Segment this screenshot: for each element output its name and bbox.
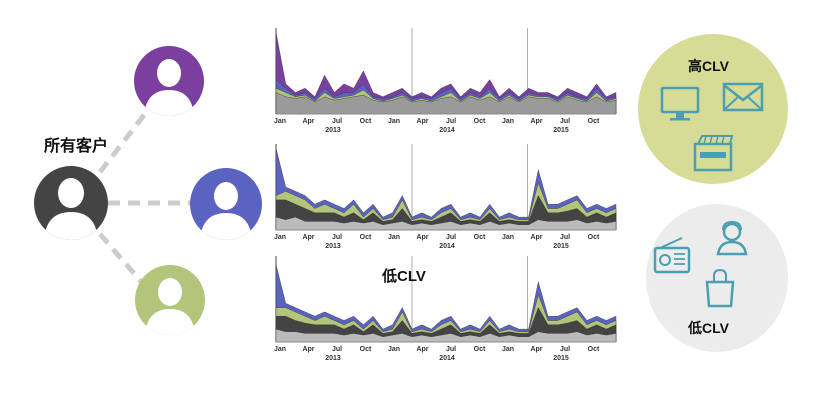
x-tick-label: Jan [501,118,515,125]
low-clv-middle-label: 低CLV [382,268,426,285]
x-tick-label: Oct [587,234,600,241]
blue-customer-node [190,168,262,240]
x-tick-label: Jan [387,234,401,241]
year-label: 2014 [439,127,455,134]
x-tick-label: Jan [273,118,287,125]
year-label: 2013 [325,127,341,134]
x-tick-label: Jul [331,234,343,241]
x-tick-label: Oct [473,118,486,125]
x-tick-label: Jul [331,346,343,353]
area-chart-svg [275,28,617,115]
area-series-3 [275,216,617,231]
purple-customer-node [134,46,204,116]
x-tick-label: Oct [359,346,372,353]
x-tick-label: Apr [302,234,315,241]
low-clv-label: 低CLV [688,320,729,336]
x-tick-label: Jul [559,234,571,241]
x-tick-label: Jan [273,234,287,241]
connector-to-purple [98,108,150,174]
x-tick-label: Jan [273,346,287,353]
x-tick-label: Oct [587,118,600,125]
x-tick-label: Jul [445,234,457,241]
chart-green: Jan Apr Jul Oct Jan Apr Jul Oct Jan Apr Jul Oct 2013… [270,252,622,364]
x-tick-label: Jul [559,118,571,125]
shopping-bag-icon [705,268,735,308]
year-label: 2013 [325,355,341,362]
x-tick-label: Oct [473,234,486,241]
x-tick-label: Jan [387,118,401,125]
year-label: 2015 [553,243,569,250]
mail-icon [722,82,764,112]
x-tick-label: Jul [445,346,457,353]
support-agent-icon [716,220,748,256]
area-series-0 [275,148,617,231]
monitor-icon [660,86,700,121]
x-tick-label: Apr [530,118,543,125]
all-customers-node [34,166,108,240]
high-clv-bubble: 高CLV [638,34,788,184]
year-label: 2015 [553,127,569,134]
area-series-2 [275,307,617,343]
x-tick-label: Jan [387,346,401,353]
x-tick-label: Jul [559,346,571,353]
ticket-icon [693,135,734,172]
person-icon [44,178,98,240]
x-tick-label: Jul [445,118,457,125]
radio-icon [653,237,691,274]
area-series-2 [275,195,617,231]
all-customers-label: 所有客户 [44,138,109,155]
high-clv-label: 高CLV [688,58,729,74]
connector-to-green [98,232,146,287]
x-tick-label: Apr [416,346,429,353]
x-tick-label: Oct [473,346,486,353]
x-tick-label: Jan [501,234,515,241]
area-chart-svg [275,144,617,231]
x-tick-label: Jan [501,346,515,353]
x-tick-label: Oct [359,234,372,241]
low-clv-bubble: 低CLV [646,204,788,352]
x-tick-label: Apr [416,234,429,241]
green-customer-node [135,265,205,335]
chart-purple: Jan Apr Jul Oct Jan Apr Jul Oct Jan Apr Jul Oct 2013… [270,24,622,136]
x-tick-label: Jul [331,118,343,125]
x-tick-label: Apr [302,118,315,125]
x-tick-label: Oct [359,118,372,125]
x-tick-label: Oct [587,346,600,353]
person-icon [200,182,252,240]
area-chart-svg [275,256,617,343]
x-tick-label: Apr [416,118,429,125]
year-label: 2014 [439,355,455,362]
chart-blue: Jan Apr Jul Oct Jan Apr Jul Oct Jan Apr Jul Oct 2013… [270,140,622,252]
year-label: 2013 [325,243,341,250]
year-label: 2015 [553,355,569,362]
person-icon [144,59,194,116]
year-label: 2014 [439,243,455,250]
x-tick-label: Apr [302,346,315,353]
x-tick-label: Apr [530,234,543,241]
person-icon [145,278,195,335]
x-tick-label: Apr [530,346,543,353]
area-series-3 [275,92,617,115]
area-series-3 [275,328,617,343]
